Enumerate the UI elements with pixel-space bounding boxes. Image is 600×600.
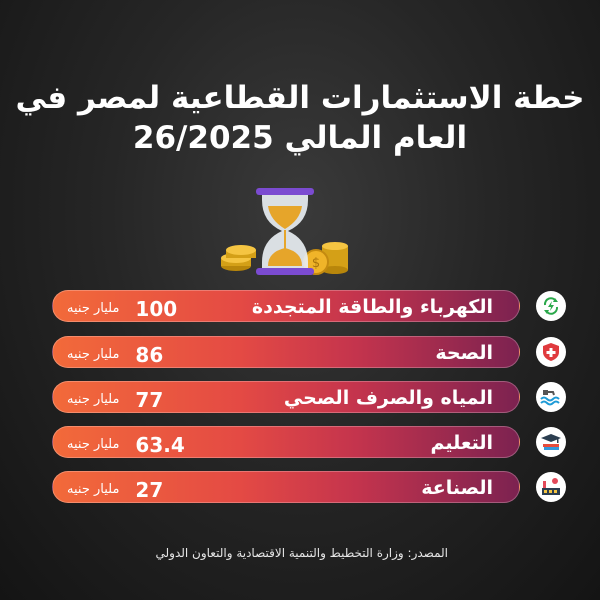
svg-text:$: $ [312, 256, 320, 271]
bar-value-group: 86 مليار جنيه [67, 337, 164, 367]
bar-value: 63.4 [135, 433, 185, 457]
bar-category-label: التعليم [430, 432, 493, 454]
bar-row: التعليم 63.4 مليار جنيه [52, 426, 520, 458]
bar-unit: مليار جنيه [67, 392, 120, 407]
bar-value: 100 [135, 297, 178, 321]
bar-category-label: الصحة [435, 342, 493, 364]
bar-value-group: 100 مليار جنيه [67, 291, 178, 321]
bar-unit: مليار جنيه [67, 482, 120, 497]
bar-row: الصناعة 27 مليار جنيه [52, 471, 520, 503]
factory-icon [536, 472, 566, 502]
energy-recycle-icon [536, 291, 566, 321]
bar-value: 77 [135, 388, 164, 412]
bar-value-group: 27 مليار جنيه [67, 472, 164, 502]
coin-stack-left-icon [221, 245, 256, 271]
bar-value-group: 77 مليار جنيه [67, 382, 164, 412]
bar-value: 86 [135, 343, 164, 367]
bar-unit: مليار جنيه [67, 347, 120, 362]
water-waves-icon [536, 382, 566, 412]
source-note: المصدر: وزارة التخطيط والتنمية الاقتصادي… [155, 546, 448, 560]
health-cross-icon [536, 337, 566, 367]
bar-category-label: المياه والصرف الصحي [283, 387, 493, 409]
bar-value: 27 [135, 478, 164, 502]
chart-title-line-2: العام المالي 26/2025 [132, 120, 468, 156]
chart-title-line-1: خطة الاستثمارات القطاعية لمصر في [15, 80, 585, 116]
bar-value-group: 63.4 مليار جنيه [67, 427, 185, 457]
bar-unit: مليار جنيه [67, 437, 120, 452]
bar-row: الصحة 86 مليار جنيه [52, 336, 520, 368]
bar-category-label: الصناعة [421, 477, 493, 499]
hourglass-coins-icon: $ [221, 188, 348, 275]
bar-row: الكهرباء والطاقة المتجددة 100 مليار جنيه [52, 290, 520, 322]
bar-category-label: الكهرباء والطاقة المتجددة [251, 296, 493, 318]
bar-row: المياه والصرف الصحي 77 مليار جنيه [52, 381, 520, 413]
coin-stack-right-icon: $ [303, 242, 348, 275]
bar-unit: مليار جنيه [67, 301, 120, 316]
chart-title: خطة الاستثمارات القطاعية لمصر في العام ا… [0, 78, 600, 158]
education-books-icon [536, 427, 566, 457]
